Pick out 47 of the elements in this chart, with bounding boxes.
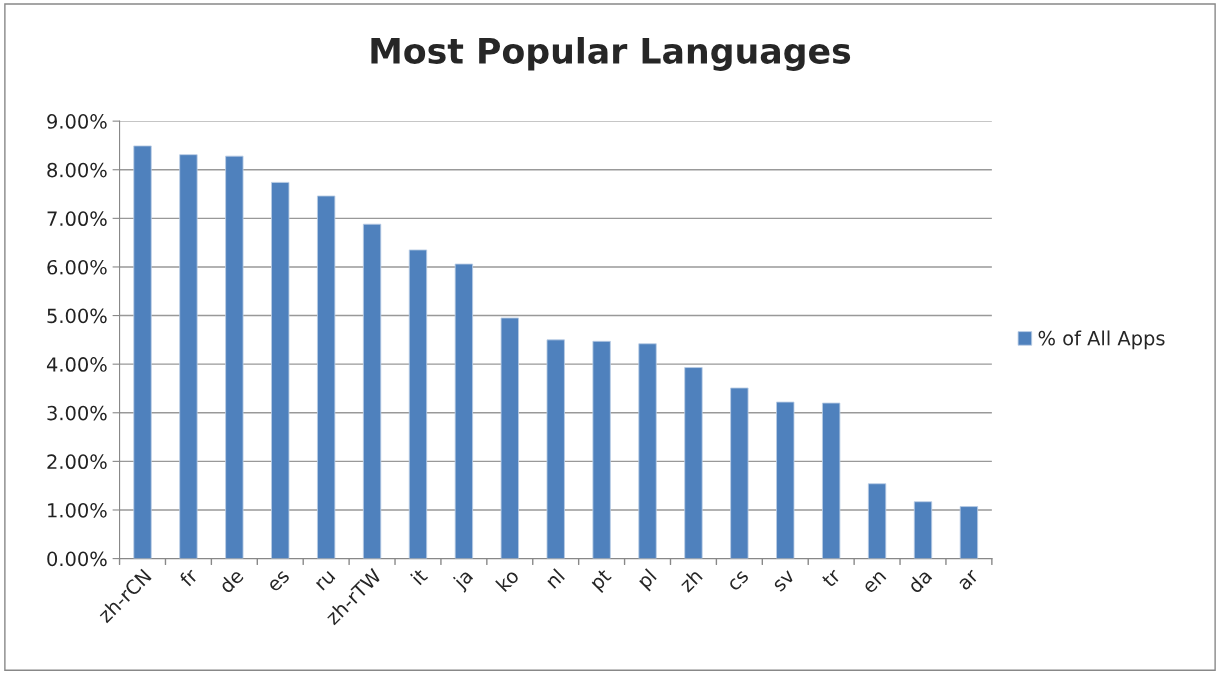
x-tick-label: de xyxy=(217,567,245,594)
y-tick-label: 7.00% xyxy=(47,211,107,227)
x-tick-label: en xyxy=(863,570,887,594)
x-tick-label: cs xyxy=(728,570,750,592)
bar xyxy=(408,249,428,559)
bar xyxy=(179,154,198,559)
bar xyxy=(959,506,979,559)
bar xyxy=(776,401,795,559)
x-tick-label: pt xyxy=(589,568,615,594)
bar xyxy=(133,145,152,559)
bar xyxy=(822,402,841,559)
x-tick-label: tr xyxy=(821,567,842,589)
y-tick-label: 6.00% xyxy=(47,259,107,275)
bar xyxy=(454,263,474,559)
x-tick-label: da xyxy=(906,568,933,594)
x-tick-label: ja xyxy=(451,568,476,593)
bar xyxy=(592,340,611,559)
bar xyxy=(271,181,290,559)
x-tick-label: es xyxy=(268,570,291,593)
bar xyxy=(684,367,703,559)
bar xyxy=(317,195,336,559)
bar xyxy=(638,343,657,559)
bar xyxy=(362,223,382,559)
y-tick-label: 8.00% xyxy=(47,162,107,178)
x-tick-label: ko xyxy=(495,567,520,593)
y-tick-label: 0.00% xyxy=(47,551,107,567)
y-tick-label: 9.00% xyxy=(47,114,107,129)
x-tick-label: it xyxy=(410,567,429,586)
bar xyxy=(225,155,244,559)
y-tick-label: 2.00% xyxy=(47,454,107,470)
bar xyxy=(500,317,519,559)
y-tick-label: 3.00% xyxy=(47,405,107,421)
legend-label: % of All Apps xyxy=(1038,330,1165,350)
x-tick-label: pl xyxy=(636,568,660,592)
chart-title: Most Popular Languages xyxy=(371,37,851,71)
bar xyxy=(913,501,933,559)
x-tick-label: fr xyxy=(178,566,199,588)
bar xyxy=(546,339,565,559)
bar xyxy=(730,387,749,559)
y-tick-label: 4.00% xyxy=(46,357,107,372)
y-tick-label: 5.00% xyxy=(47,308,107,324)
y-tick-label: 1.00% xyxy=(48,502,107,518)
bar xyxy=(867,483,887,559)
x-tick-label: sv xyxy=(773,570,796,593)
x-tick-label: zh xyxy=(678,568,703,593)
x-tick-label: ar xyxy=(958,569,980,591)
x-tick-label: nl xyxy=(544,568,565,589)
